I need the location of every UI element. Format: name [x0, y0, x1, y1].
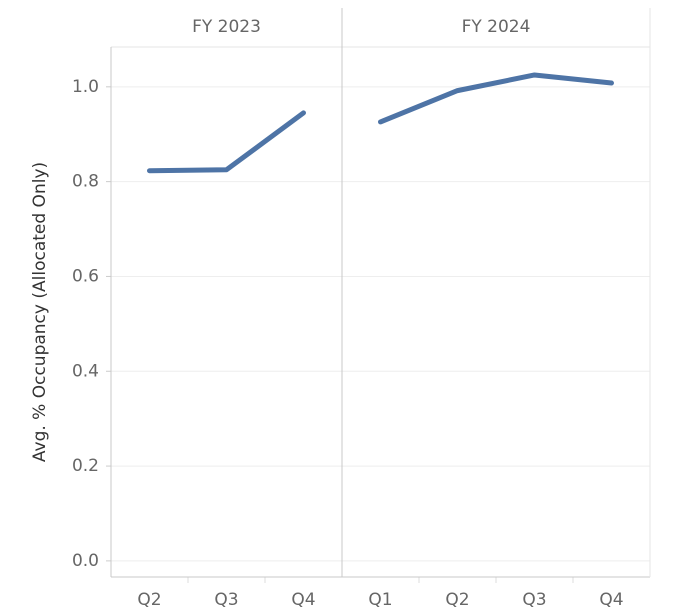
y-tick-label: 0.0	[72, 551, 99, 571]
y-tick-label: 0.6	[72, 266, 99, 286]
y-axis-label: Avg. % Occupancy (Allocated Only)	[30, 162, 50, 462]
y-tick-label: 0.2	[72, 456, 99, 476]
y-tick-label: 0.4	[72, 361, 99, 381]
y-tick-label: 0.8	[72, 172, 99, 192]
x-tick-label: Q2	[137, 590, 161, 610]
x-tick-label: Q3	[522, 590, 546, 610]
x-tick-label: Q1	[368, 590, 392, 610]
line	[147, 110, 306, 174]
y-tick-label: 1.0	[72, 77, 99, 97]
x-tick-label: Q3	[214, 590, 238, 610]
x-tick-label: Q4	[599, 590, 623, 610]
x-tick-label: Q4	[291, 590, 315, 610]
panel-title: FY 2023	[192, 17, 261, 37]
x-tick-label: Q2	[445, 590, 469, 610]
panel-title: FY 2024	[462, 17, 531, 37]
line	[378, 72, 614, 125]
